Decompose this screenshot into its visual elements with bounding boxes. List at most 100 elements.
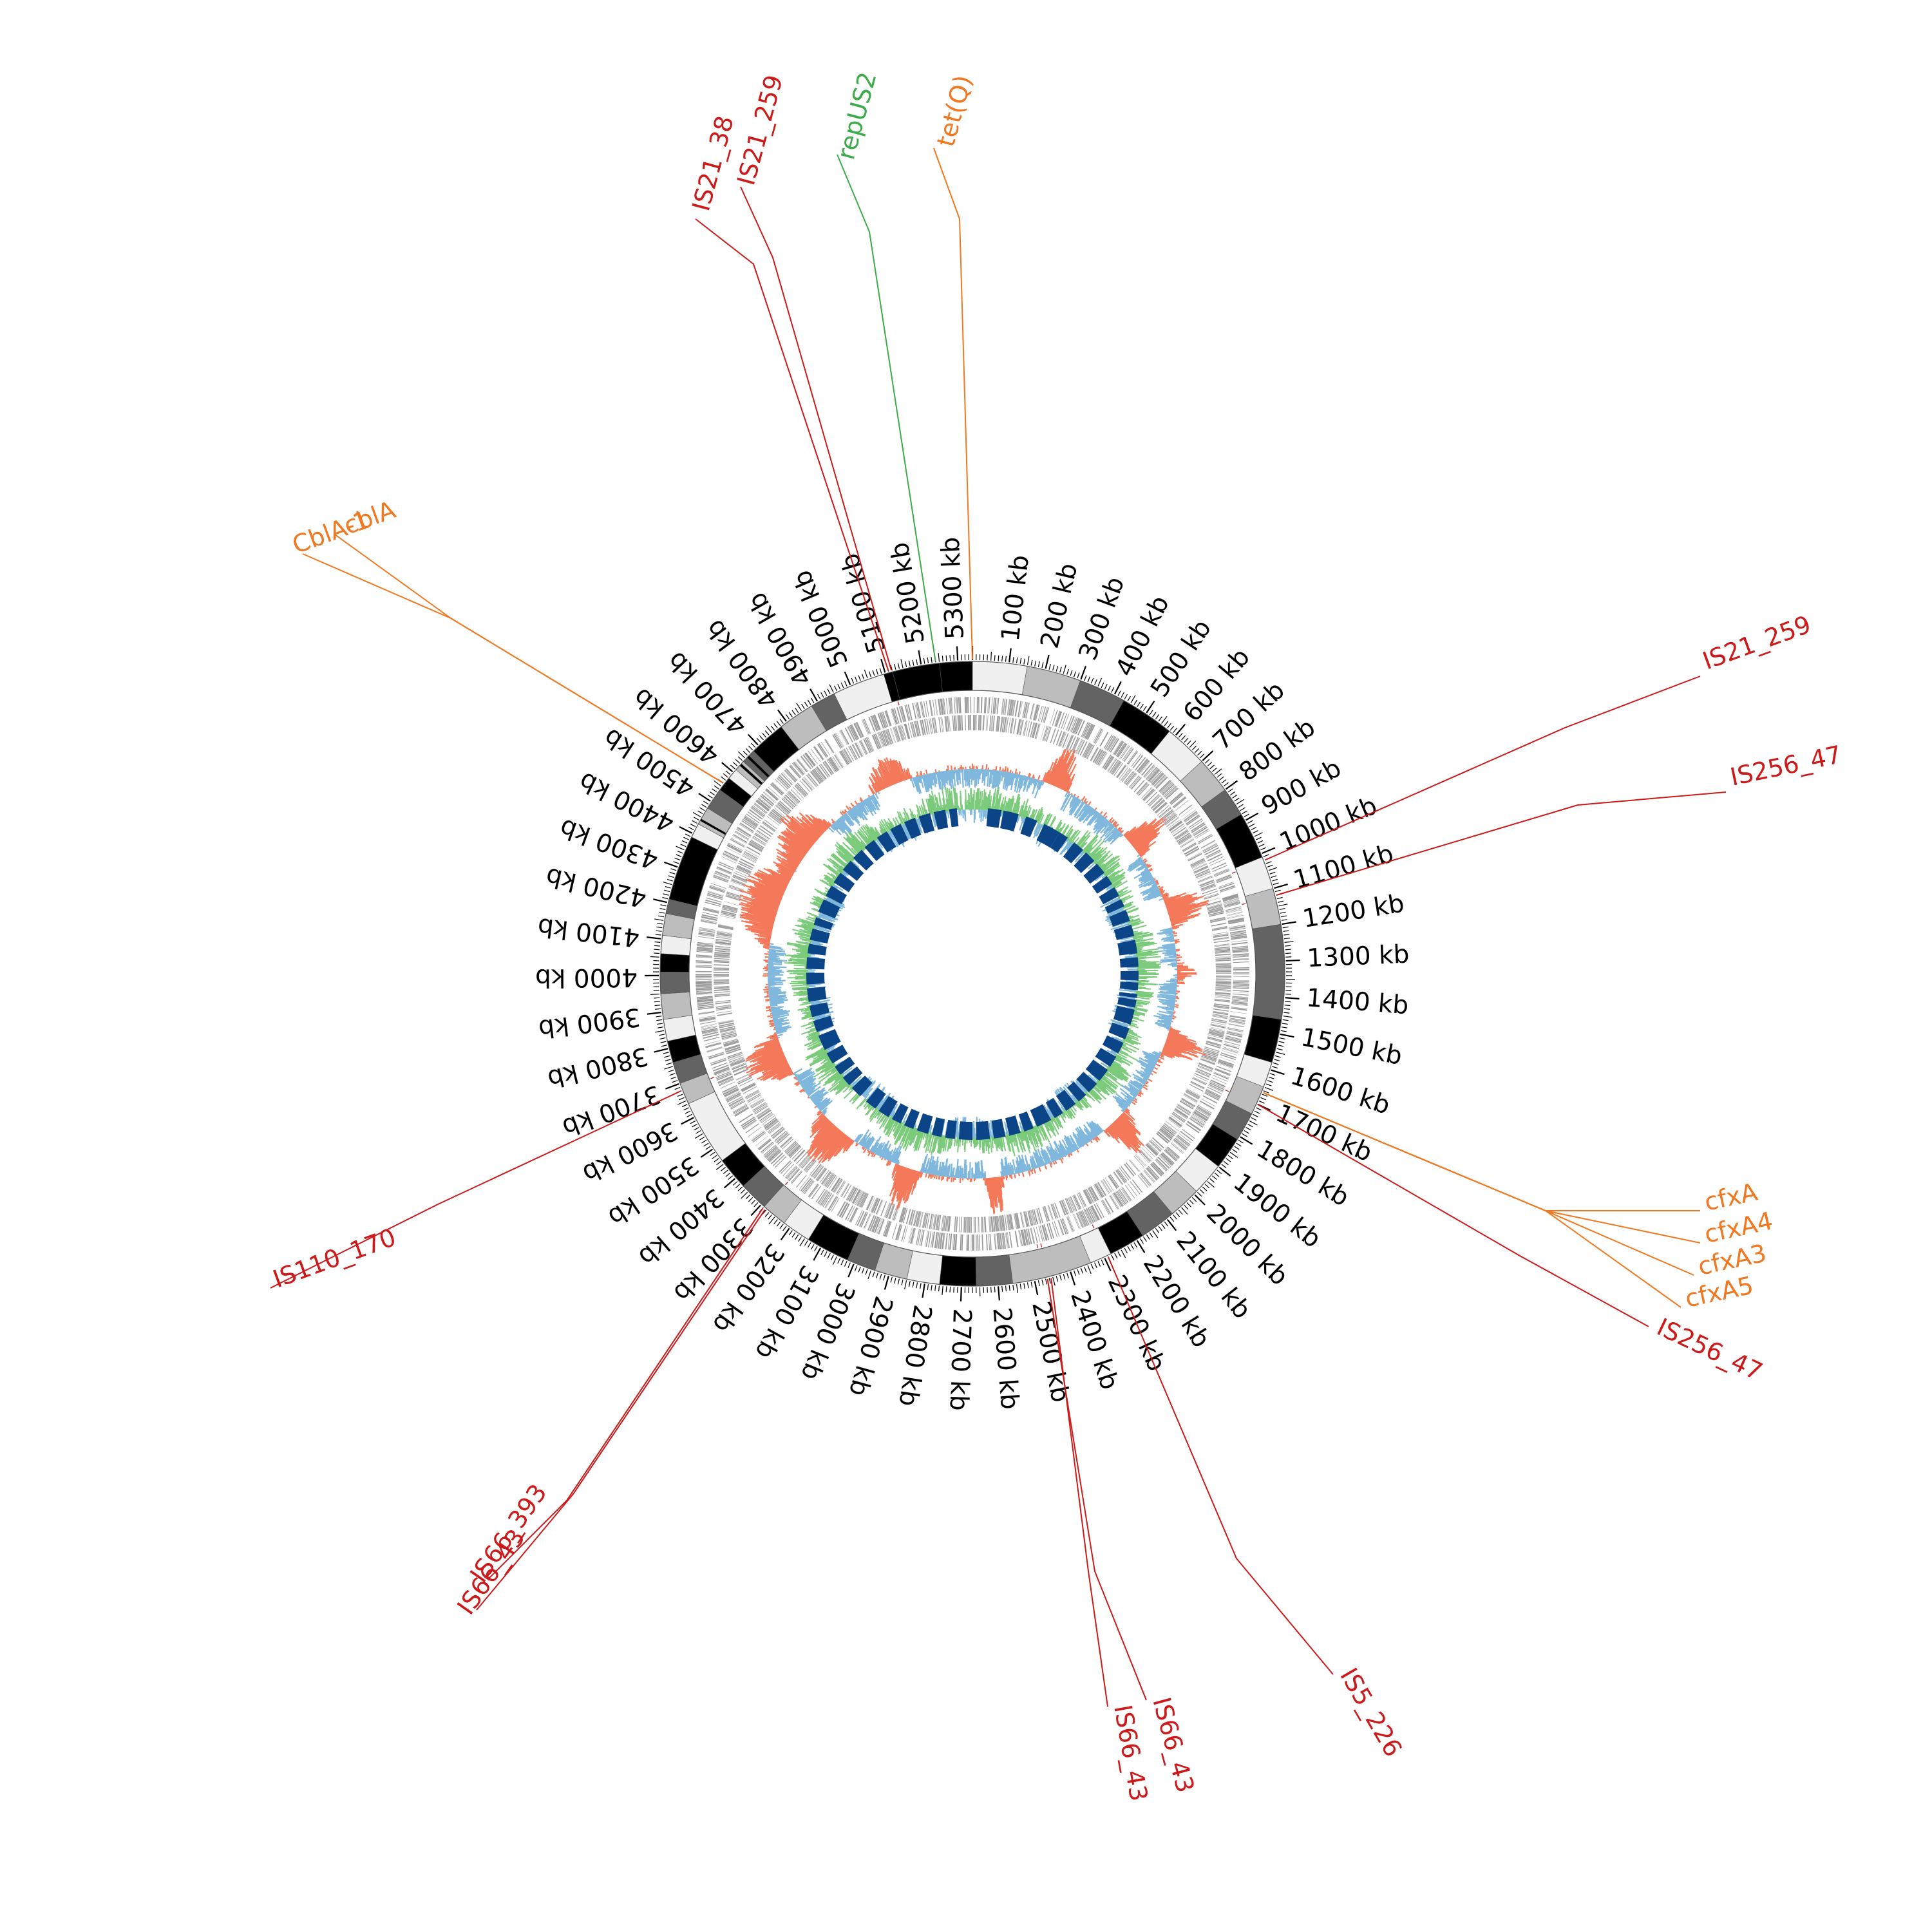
kb-tick: [714, 1158, 719, 1162]
kb-tick: [1167, 723, 1171, 728]
kb-tick: [712, 1155, 717, 1159]
kb-tick: [1283, 1012, 1290, 1014]
kb-tick: [1186, 1202, 1191, 1208]
kb-tick: [1149, 1232, 1153, 1238]
kb-tick: [1232, 794, 1238, 799]
kb-tick: [1283, 938, 1290, 940]
gc-skew-negative: [767, 768, 1177, 1179]
kb-tick: [884, 1275, 889, 1290]
kb-tick: [723, 1170, 728, 1175]
homology-block: [1095, 1048, 1117, 1067]
kb-tick: [703, 800, 709, 805]
kb-tick: [715, 1164, 724, 1170]
homology-block: [851, 1075, 873, 1097]
kb-tick: [1009, 648, 1012, 663]
kb-tick: [735, 759, 741, 764]
kb-tick: [685, 833, 691, 837]
kb-tick: [768, 1214, 772, 1220]
homology-block: [931, 1117, 945, 1137]
kb-tick: [725, 770, 731, 775]
homology-block: [826, 886, 847, 905]
kb-tick: [1164, 1221, 1169, 1227]
kb-tick: [1267, 1080, 1273, 1083]
homology-block: [1104, 899, 1124, 914]
kb-tick: [912, 659, 914, 666]
kb-tick: [1280, 911, 1286, 914]
kb-tick: [830, 1255, 834, 1260]
kb-tick: [764, 1212, 770, 1217]
kb-tick: [656, 1019, 663, 1021]
kb-tick: [703, 1142, 709, 1147]
is-element-marker: [785, 1181, 788, 1186]
kb-tick: [1267, 864, 1273, 867]
kb-tick: [1247, 820, 1253, 824]
kb-tick: [707, 794, 713, 799]
kb-tick: [1101, 1259, 1104, 1265]
kb-tick: [663, 893, 669, 896]
homology-block: [958, 1121, 972, 1140]
kb-tick: [931, 1284, 933, 1291]
kb-tick: [1113, 681, 1122, 695]
kb-tick: [1189, 741, 1197, 748]
kb-tick: [756, 737, 761, 743]
kb-tick: [1223, 782, 1229, 787]
homology-block: [806, 957, 826, 970]
kb-tick: [683, 1107, 689, 1111]
annotation-label: IS21_259: [732, 72, 788, 189]
kb-tick: [798, 1236, 802, 1242]
kb-tick: [912, 1282, 914, 1288]
kb-tick: [740, 1189, 746, 1194]
kb-tick: [670, 868, 677, 871]
kb-tick: [1209, 764, 1215, 770]
kb-tick: [1276, 1052, 1285, 1055]
kb-tick: [905, 661, 907, 668]
gene-feature-tracks: [696, 697, 1250, 1251]
kb-tick: [766, 725, 772, 734]
kb-tick: [908, 660, 911, 667]
kb-tick: [1158, 1226, 1162, 1231]
contig-segment: [889, 672, 900, 701]
kb-tick: [998, 655, 999, 661]
kb-tick: [659, 1034, 665, 1036]
kb-tick: [920, 1283, 922, 1289]
kb-tick: [1258, 1101, 1265, 1104]
annotation-leader-line: [933, 147, 973, 660]
kb-tick: [687, 1113, 692, 1117]
kb-tick: [994, 1286, 996, 1293]
kb-tick: [661, 1045, 667, 1047]
kb-tick: [1066, 1273, 1069, 1279]
homology-block: [1074, 852, 1095, 873]
kb-tick: [796, 703, 802, 712]
contig-segment: [683, 855, 710, 868]
kb-tick: [1170, 725, 1175, 731]
gc-skew-track: [739, 748, 1209, 1215]
kb-tick: [1285, 952, 1291, 954]
contig-outline: [688, 690, 1256, 1258]
kb-tick: [1226, 1158, 1231, 1162]
kb-tick: [1155, 1227, 1160, 1233]
kb-tick: [923, 658, 925, 664]
kb-tick: [1226, 780, 1238, 790]
kb-tick: [1077, 1269, 1080, 1275]
homology-block: [1050, 832, 1068, 853]
kb-tick: [655, 934, 661, 936]
kb-tick: [1242, 810, 1247, 815]
kb-tick: [1108, 685, 1111, 692]
contig-segment: [659, 971, 690, 994]
kb-tick: [1152, 1230, 1159, 1238]
kb-tick: [773, 1219, 778, 1224]
contig-segment: [659, 953, 690, 972]
kb-tick: [1268, 1076, 1274, 1079]
kb-tick: [799, 1238, 805, 1247]
kb-tick: [1204, 759, 1210, 764]
homology-block: [1020, 816, 1037, 838]
kb-tick: [699, 1136, 705, 1141]
kb-tick: [1041, 662, 1044, 668]
kb-tick: [674, 1086, 681, 1090]
kb-tick: [1080, 1267, 1084, 1274]
kb-tick: [1084, 675, 1087, 681]
kb-tick: [824, 1251, 828, 1257]
homology-block: [809, 1002, 830, 1018]
kb-tick: [1279, 1037, 1285, 1039]
kb-tick: [848, 1264, 855, 1278]
